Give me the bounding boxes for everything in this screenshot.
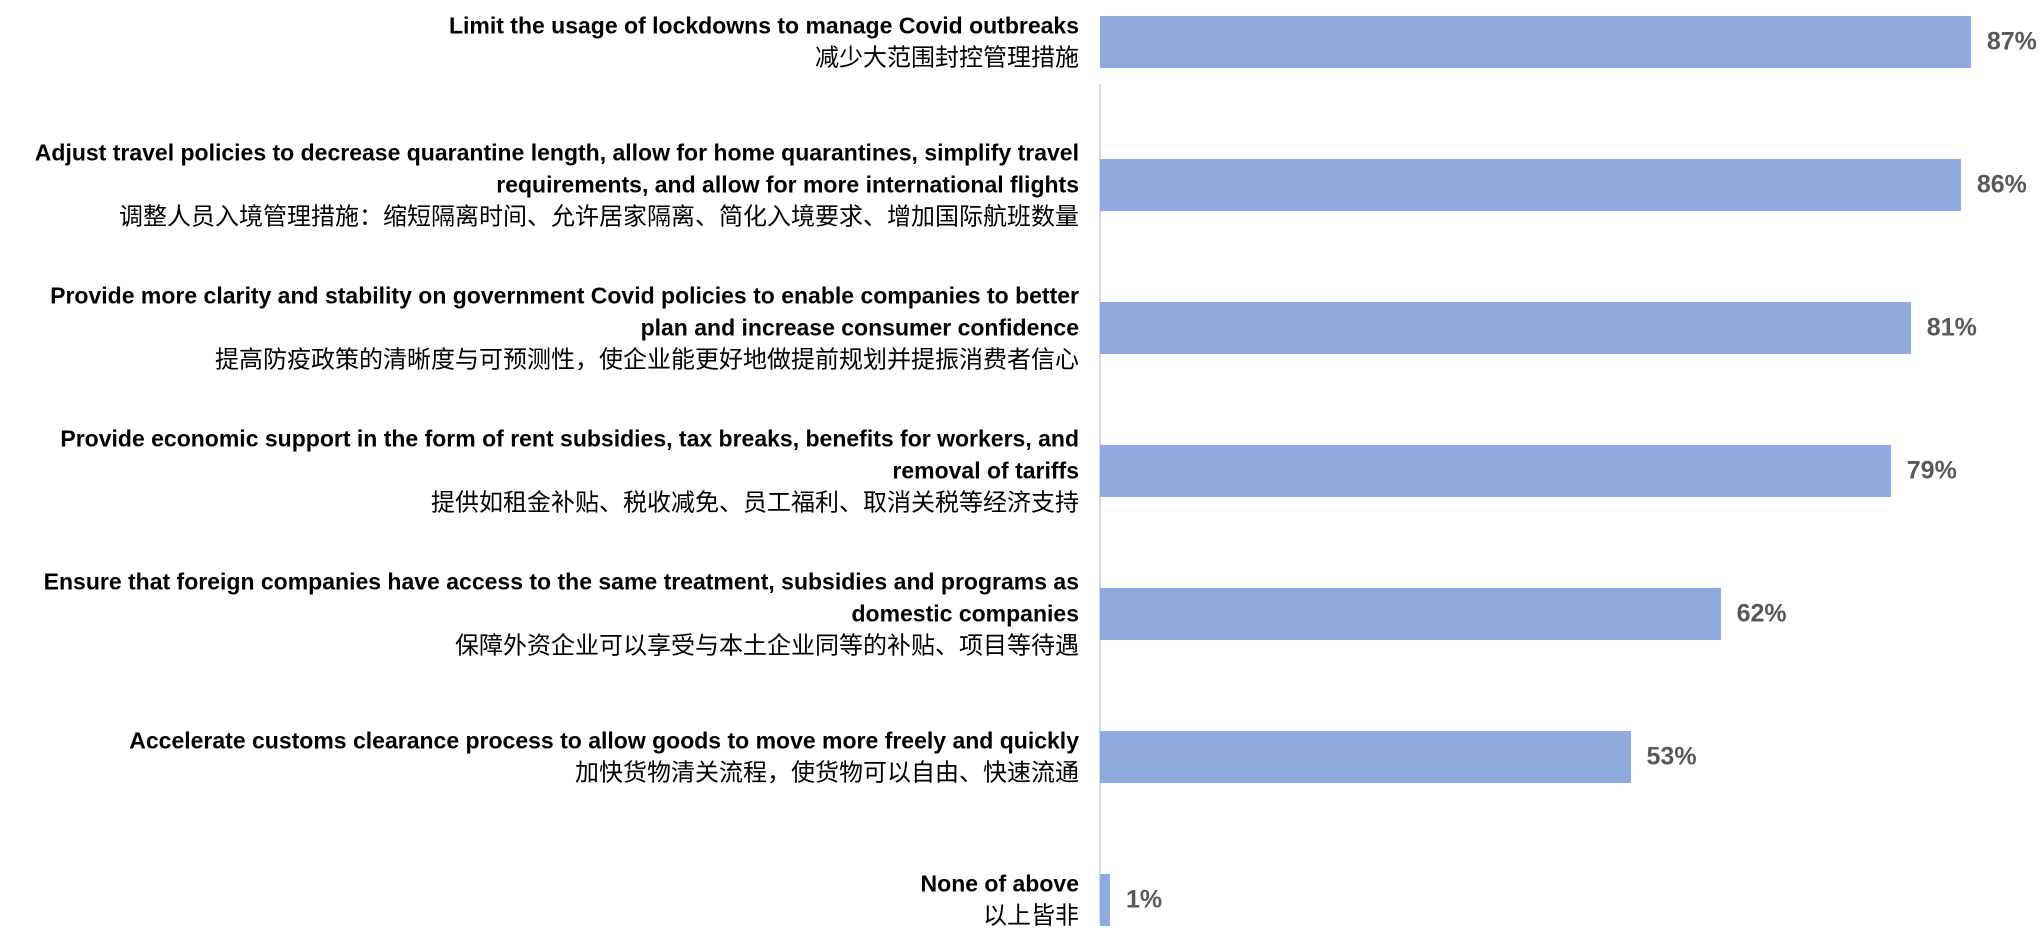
category-label-en: Provide more clarity and stability on go… xyxy=(50,282,1079,341)
bar xyxy=(1100,159,1961,211)
category-label-en: Accelerate customs clearance process to … xyxy=(129,727,1079,754)
category-label: Provide more clarity and stability on go… xyxy=(10,280,1079,377)
category-label-zh: 加快货物清关流程，使货物可以自由、快速流通 xyxy=(575,759,1079,787)
category-label-en: Limit the usage of lockdowns to manage C… xyxy=(448,12,1079,39)
category-label: None of above 以上皆非 xyxy=(10,868,1079,933)
bar xyxy=(1100,731,1631,783)
value-label: 62% xyxy=(1736,599,1787,628)
category-label-zh: 提高防疫政策的清晰度与可预测性，使企业能更好地做提前规划并提振消费者信心 xyxy=(215,346,1079,374)
bar xyxy=(1100,445,1891,497)
category-label-zh: 调整人员入境管理措施：缩短隔离时间、允许居家隔离、简化入境要求、增加国际航班数量 xyxy=(119,203,1079,231)
category-axis xyxy=(1099,84,1101,922)
category-label: Provide economic support in the form of … xyxy=(10,423,1079,520)
bar xyxy=(1100,16,1971,68)
value-label: 53% xyxy=(1646,742,1697,771)
value-label: 86% xyxy=(1976,170,2027,199)
category-label-en: Adjust travel policies to decrease quara… xyxy=(34,139,1079,198)
value-label: 81% xyxy=(1926,313,1977,342)
category-label-zh: 以上皆非 xyxy=(983,902,1079,930)
value-label: 87% xyxy=(1986,27,2037,56)
category-label: Accelerate customs clearance process to … xyxy=(10,725,1079,790)
bar xyxy=(1100,874,1110,926)
category-label: Adjust travel policies to decrease quara… xyxy=(10,137,1079,234)
category-label: Ensure that foreign companies have acces… xyxy=(10,566,1079,663)
category-label-zh: 保障外资企业可以享受与本土企业同等的补贴、项目等待遇 xyxy=(455,632,1079,660)
category-label-en: None of above xyxy=(920,870,1079,897)
bar xyxy=(1100,588,1721,640)
bar xyxy=(1100,302,1911,354)
category-label-en: Provide economic support in the form of … xyxy=(60,425,1079,484)
category-label-zh: 提供如租金补贴、税收减免、员工福利、取消关税等经济支持 xyxy=(431,489,1079,517)
value-label: 79% xyxy=(1906,456,1957,485)
value-label: 1% xyxy=(1126,885,1163,914)
category-label: Limit the usage of lockdowns to manage C… xyxy=(10,10,1079,75)
category-label-en: Ensure that foreign companies have acces… xyxy=(43,568,1079,627)
category-label-zh: 减少大范围封控管理措施 xyxy=(815,44,1079,72)
